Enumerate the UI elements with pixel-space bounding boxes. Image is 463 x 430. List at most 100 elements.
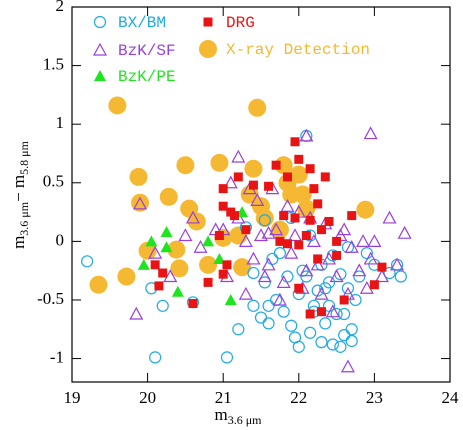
point (322, 276, 336, 289)
point (129, 167, 148, 186)
point (159, 187, 178, 206)
point (390, 257, 405, 271)
point (353, 270, 366, 283)
point (171, 285, 184, 297)
point (178, 228, 193, 242)
y-tick-label: 2 (56, 0, 65, 15)
legend-symbol (203, 17, 213, 27)
point (374, 269, 389, 283)
point (233, 258, 252, 277)
point (214, 231, 224, 241)
point (356, 234, 371, 247)
point (299, 263, 314, 277)
point (233, 172, 243, 182)
point (352, 263, 367, 277)
point (220, 351, 234, 364)
point (382, 210, 397, 224)
x-tick-label: 20 (139, 388, 156, 407)
point (160, 226, 173, 237)
point (349, 293, 362, 307)
point (218, 269, 228, 279)
y-label-main: m (9, 236, 28, 249)
point (294, 240, 304, 250)
point (145, 235, 158, 247)
point (369, 280, 379, 290)
point (341, 282, 355, 295)
point (273, 246, 286, 260)
point (257, 269, 272, 283)
point (301, 231, 311, 241)
point (345, 323, 358, 336)
x-tick-label: 22 (290, 388, 307, 407)
x-tick-label: 24 (442, 388, 460, 407)
point (254, 311, 268, 324)
point (231, 149, 246, 163)
point (193, 239, 208, 253)
point (316, 307, 326, 317)
point (255, 208, 274, 227)
legend-symbol (92, 42, 108, 56)
point (340, 359, 355, 373)
point (322, 299, 336, 312)
point (324, 216, 334, 226)
point (330, 307, 343, 321)
point (187, 212, 206, 231)
point (363, 251, 378, 265)
y-tick-label: -1 (50, 347, 64, 366)
point (397, 225, 412, 239)
point (264, 181, 274, 191)
point (248, 98, 267, 117)
y-tick-label: -0.5 (37, 289, 64, 308)
point (199, 255, 218, 274)
point (290, 137, 300, 147)
point (394, 270, 407, 283)
point (117, 267, 136, 286)
point (224, 293, 237, 305)
point (337, 222, 352, 236)
legend-label: DRG (226, 14, 255, 32)
point (158, 268, 168, 278)
point (293, 185, 312, 204)
point (281, 270, 294, 283)
point (248, 180, 258, 190)
y-label-sub: 5.8 μm (17, 140, 31, 174)
point (383, 266, 396, 280)
point (129, 306, 144, 320)
point (313, 254, 323, 264)
point (81, 255, 94, 268)
point (163, 269, 178, 283)
y-tick-label: 1.5 (43, 55, 64, 74)
point (347, 211, 357, 221)
point (305, 215, 315, 225)
point (213, 252, 226, 264)
legend-symbol (94, 70, 106, 81)
point (262, 299, 275, 312)
point (338, 329, 351, 342)
plot-frame (71, 6, 451, 383)
y-tick-label: 0 (56, 230, 65, 249)
point (253, 228, 269, 242)
point (275, 236, 285, 246)
point (288, 228, 303, 242)
x-tick-label: 23 (366, 388, 383, 407)
point (246, 251, 261, 265)
point (241, 225, 251, 235)
point (238, 286, 253, 300)
point (284, 245, 299, 259)
point (329, 269, 344, 283)
y-tick-label: 0.5 (43, 172, 64, 191)
point (319, 317, 332, 330)
point (271, 160, 281, 170)
point (305, 164, 315, 174)
point (345, 334, 358, 348)
point (314, 286, 329, 300)
point (170, 259, 189, 278)
point (176, 156, 195, 175)
point (315, 336, 328, 349)
point (363, 126, 378, 140)
point (276, 275, 291, 288)
point (309, 184, 319, 194)
point (367, 234, 382, 247)
point (338, 307, 351, 321)
